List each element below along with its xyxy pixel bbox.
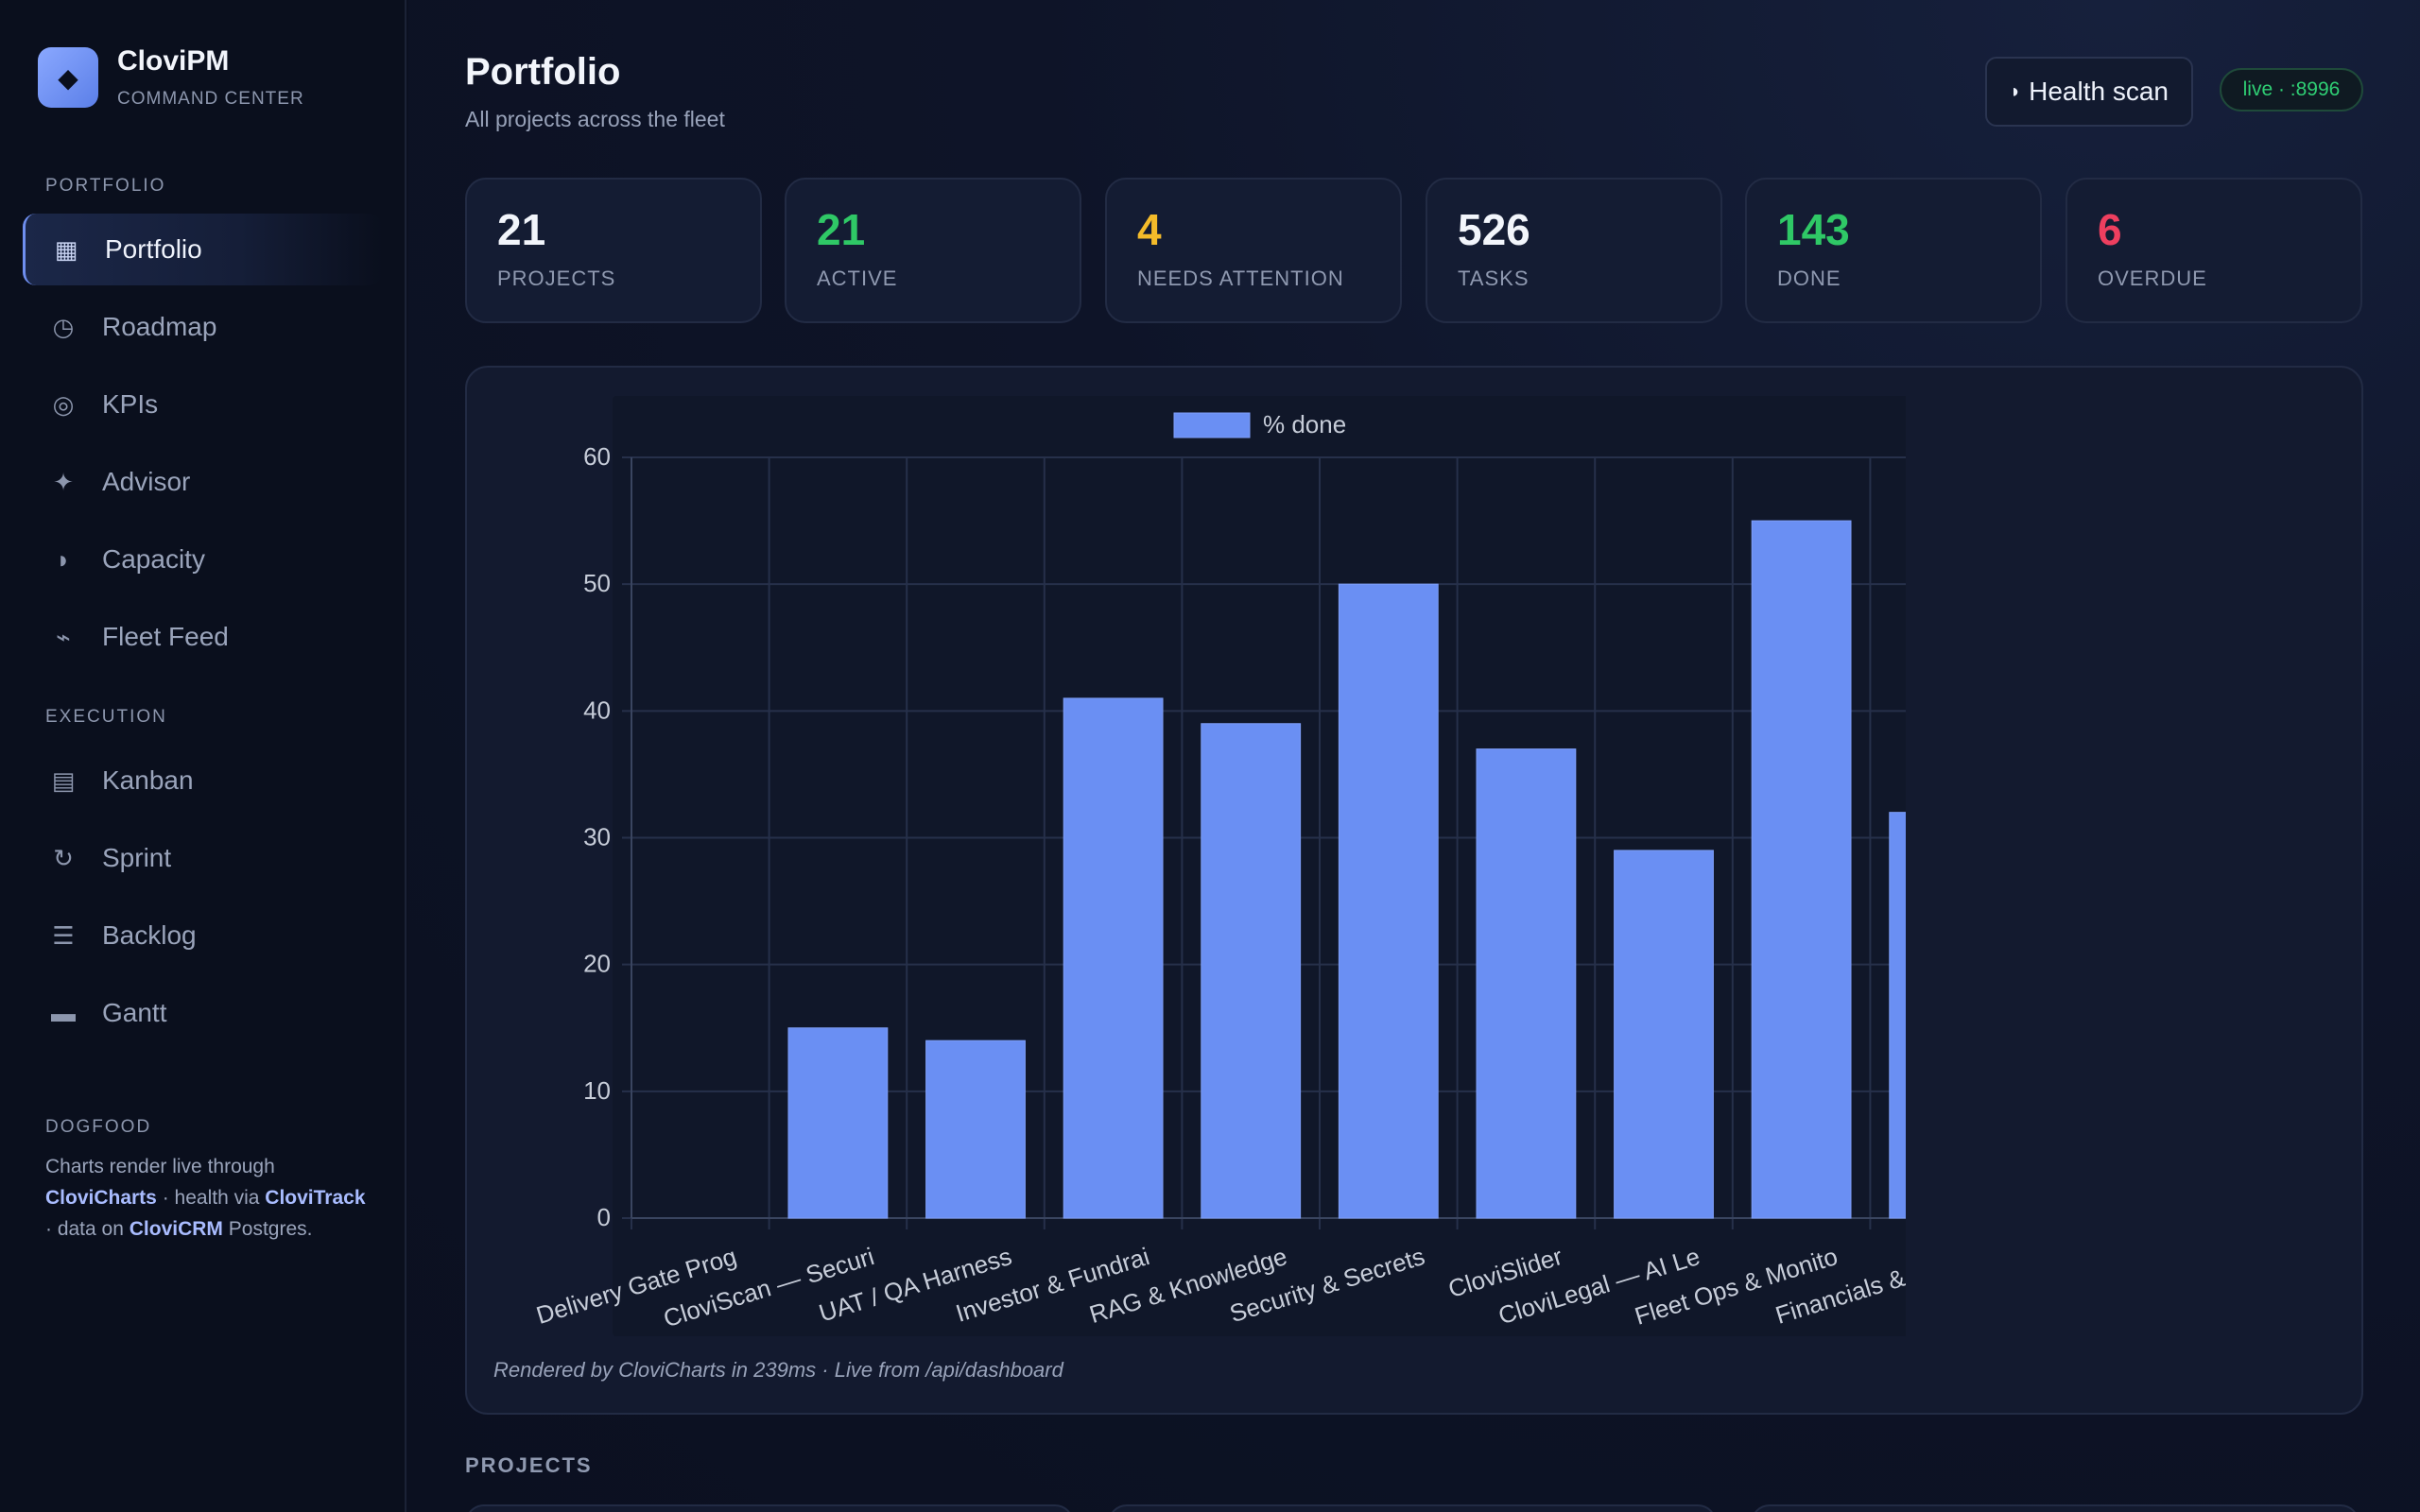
project-card[interactable] [1108, 1504, 1717, 1512]
pulse-icon: ⌁ [56, 622, 71, 651]
y-tick-label: 20 [583, 950, 611, 978]
app-name: CloviPM [117, 45, 230, 77]
sidebar-item-roadmap[interactable]: ◷ Roadmap [23, 291, 382, 363]
sidebar-item-label: KPIs [102, 389, 159, 419]
stat-value: 4 [1137, 205, 1162, 254]
page-subtitle: All projects across the fleet [465, 107, 725, 131]
section-label-dogfood: DOGFOOD [45, 1117, 152, 1137]
list-icon: ☰ [52, 920, 75, 950]
diamond-icon: ◆ [38, 47, 98, 108]
sidebar-item-fleet-feed[interactable]: ⌁ Fleet Feed [23, 601, 382, 673]
project-card[interactable] [465, 1504, 1074, 1512]
sidebar-item-label: Capacity [102, 544, 205, 574]
clovitrack-link[interactable]: CloviTrack [265, 1187, 366, 1209]
clock-icon: ◷ [52, 312, 75, 341]
stat-label: OVERDUE [2098, 266, 2207, 290]
stat-card-projects[interactable]: 21 PROJECTS [465, 178, 762, 323]
chart-caption: Rendered by CloviCharts in 239ms · Live … [493, 1358, 1063, 1382]
stat-card-tasks[interactable]: 526 TASKS [1426, 178, 1722, 323]
gantt-icon: ▬ [51, 998, 76, 1027]
stat-value: 21 [817, 205, 866, 254]
stat-value: 143 [1777, 205, 1850, 254]
sidebar-item-capacity[interactable]: ◗ Capacity [23, 524, 382, 595]
cycle-icon: ↻ [53, 843, 74, 872]
bar [1063, 697, 1164, 1219]
legend-swatch [1173, 412, 1251, 438]
sparkle-icon: ✦ [53, 467, 74, 496]
clovicharts-link[interactable]: CloviCharts [45, 1187, 157, 1209]
board-icon: ▤ [51, 765, 76, 795]
app-subtitle: COMMAND CENTER [117, 89, 304, 109]
dogfood-text: Charts render live through [45, 1156, 275, 1177]
y-tick-label: 0 [597, 1203, 611, 1231]
bar [1338, 583, 1439, 1219]
bar [1614, 850, 1714, 1219]
y-tick-label: 30 [583, 823, 611, 851]
section-label-portfolio: PORTFOLIO [45, 176, 166, 196]
target-icon: ◎ [52, 389, 75, 419]
bar [1751, 520, 1852, 1219]
stat-card-needs-attention[interactable]: 4 NEEDS ATTENTION [1105, 178, 1402, 323]
stat-value: 21 [497, 205, 546, 254]
bar [1889, 812, 1906, 1219]
sidebar: ◆ CloviPM COMMAND CENTER PORTFOLIO ▦ Por… [0, 0, 406, 1512]
y-tick-label: 50 [583, 569, 611, 597]
stat-label: ACTIVE [817, 266, 898, 290]
y-tick-label: 60 [583, 442, 611, 471]
stat-label: NEEDS ATTENTION [1137, 266, 1344, 290]
sidebar-item-label: Portfolio [105, 234, 202, 264]
sidebar-item-label: Kanban [102, 765, 194, 795]
sidebar-item-label: Roadmap [102, 312, 217, 341]
stat-card-active[interactable]: 21 ACTIVE [785, 178, 1081, 323]
page-title: Portfolio [465, 51, 621, 93]
y-tick-label: 10 [583, 1076, 611, 1105]
dogfood-text: · data on [45, 1218, 124, 1240]
brand[interactable]: ◆ CloviPM COMMAND CENTER [38, 45, 304, 110]
legend-label: % done [1263, 410, 1346, 438]
dogfood-note: Charts render live through CloviCharts ·… [45, 1151, 367, 1245]
sidebar-item-kanban[interactable]: ▤ Kanban [23, 745, 382, 816]
sidebar-item-advisor[interactable]: ✦ Advisor [23, 446, 382, 518]
bar [787, 1027, 889, 1219]
section-label-execution: EXECUTION [45, 707, 167, 727]
sidebar-item-backlog[interactable]: ☰ Backlog [23, 900, 382, 971]
stat-card-done[interactable]: 143 DONE [1745, 178, 2042, 323]
sidebar-item-sprint[interactable]: ↻ Sprint [23, 822, 382, 894]
gauge-icon: ◗ [56, 544, 71, 574]
chart-panel: 0 10 20 30 40 50 60 Delivery Gate Prog CloviScan… [465, 366, 2363, 1415]
sidebar-item-portfolio[interactable]: ▦ Portfolio [23, 214, 382, 285]
grid-icon: ▦ [54, 234, 78, 264]
sidebar-item-kpis[interactable]: ◎ KPIs [23, 369, 382, 440]
sidebar-item-label: Backlog [102, 920, 197, 950]
sidebar-item-gantt[interactable]: ▬ Gantt [23, 977, 382, 1049]
sidebar-item-label: Sprint [102, 843, 172, 872]
stat-value: 6 [2098, 205, 2122, 254]
sidebar-item-label: Gantt [102, 998, 167, 1027]
health-scan-label: Health scan [2029, 77, 2169, 106]
dogfood-text: Postgres. [228, 1218, 313, 1240]
stat-card-overdue[interactable]: 6 OVERDUE [2066, 178, 2362, 323]
dogfood-text: · health via [162, 1187, 260, 1209]
bar [1201, 723, 1302, 1219]
project-card[interactable] [1751, 1504, 2360, 1512]
health-scan-button[interactable]: ◗ Health scan [1985, 57, 2193, 127]
stat-label: DONE [1777, 266, 1841, 290]
y-tick-label: 40 [583, 696, 611, 724]
sidebar-item-label: Advisor [102, 467, 191, 496]
stat-label: PROJECTS [497, 266, 616, 290]
live-status-badge: live · :8996 [2220, 68, 2363, 112]
stat-value: 526 [1458, 205, 1530, 254]
projects-heading: PROJECTS [465, 1453, 593, 1477]
sidebar-item-label: Fleet Feed [102, 622, 229, 651]
gauge-icon: ◗ [2010, 80, 2022, 102]
stat-label: TASKS [1458, 266, 1530, 290]
bar [1476, 748, 1577, 1219]
bar [925, 1040, 1026, 1219]
clovicrm-link[interactable]: CloviCRM [129, 1218, 223, 1240]
